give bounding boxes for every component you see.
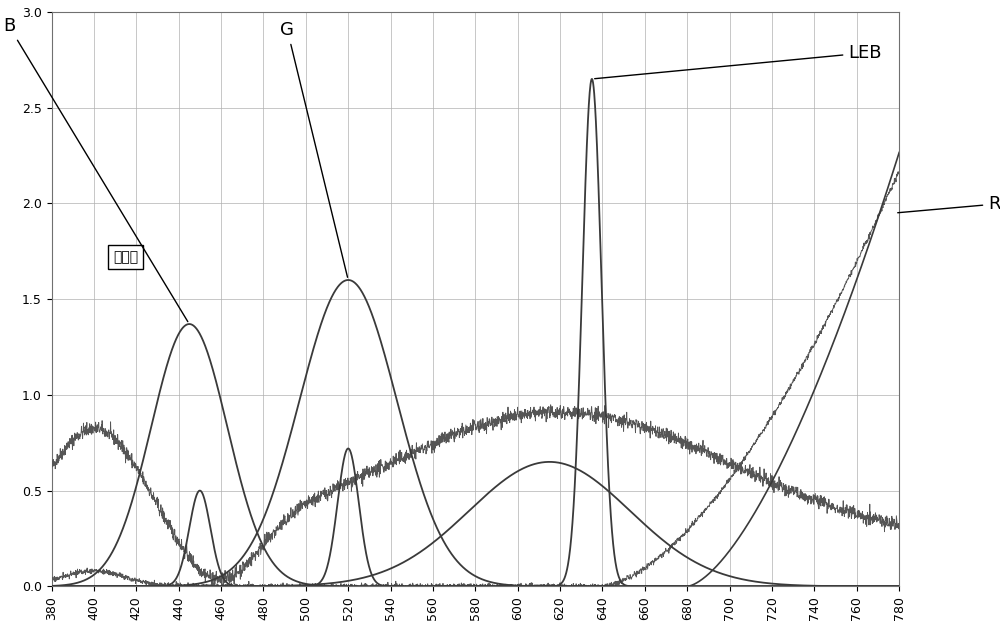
Text: LEB: LEB — [595, 44, 882, 79]
Text: B: B — [3, 17, 188, 322]
Text: R: R — [898, 195, 1000, 213]
Text: 绘图区: 绘图区 — [113, 250, 138, 264]
Text: G: G — [280, 21, 348, 277]
